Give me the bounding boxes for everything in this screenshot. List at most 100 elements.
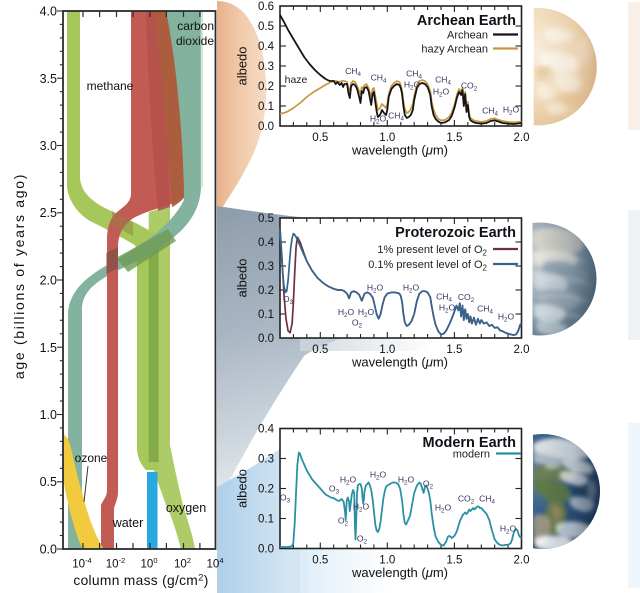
svg-text:CH4: CH4 [477,304,493,316]
svg-text:H2O: H2O [435,503,452,515]
svg-text:0.4: 0.4 [258,424,275,436]
svg-text:O2: O2 [357,534,368,546]
svg-text:H2O: H2O [404,80,421,92]
svg-text:H2O: H2O [398,475,415,487]
svg-text:2.5: 2.5 [40,206,57,220]
svg-text:H2O: H2O [340,475,357,487]
svg-text:CH4: CH4 [406,69,422,81]
svg-text:modern: modern [453,449,490,461]
svg-text:albedo: albedo [235,258,250,297]
svg-text:0.5: 0.5 [312,555,328,567]
svg-text:column mass (g/cm2): column mass (g/cm2) [73,573,208,589]
svg-text:0.5: 0.5 [258,213,274,225]
svg-text:Archean: Archean [447,30,488,42]
svg-text:0.1: 0.1 [258,101,274,113]
svg-text:CH4: CH4 [388,111,404,123]
svg-text:102: 102 [174,556,191,571]
svg-text:CO2: CO2 [458,292,475,304]
svg-text:O3: O3 [280,493,291,505]
svg-text:2.0: 2.0 [514,132,530,144]
svg-text:H2O: H2O [503,105,520,117]
svg-text:2.0: 2.0 [514,344,530,356]
svg-text:H2O: H2O [403,283,420,295]
svg-text:1.0: 1.0 [40,408,57,422]
svg-text:wavelength (μm): wavelength (μm) [351,143,448,158]
svg-text:hazy Archean: hazy Archean [421,44,488,56]
svg-text:H2O: H2O [358,307,375,319]
svg-text:3.5: 3.5 [40,72,57,86]
svg-text:CH4: CH4 [482,106,498,118]
svg-text:methane: methane [87,79,134,93]
svg-text:CH4: CH4 [479,494,495,506]
svg-text:O2: O2 [338,516,349,528]
svg-text:0.1: 0.1 [258,514,274,526]
svg-text:0.2: 0.2 [258,285,274,297]
svg-text:H2O: H2O [338,307,355,319]
svg-text:albedo: albedo [235,46,250,85]
svg-text:0.5: 0.5 [258,21,274,33]
svg-text:0.3: 0.3 [258,261,274,273]
svg-text:0.0: 0.0 [40,543,57,557]
svg-text:0.4: 0.4 [258,237,275,249]
svg-text:H2O: H2O [367,283,384,295]
svg-text:Modern Earth: Modern Earth [423,435,516,451]
svg-text:0.0: 0.0 [258,121,274,133]
svg-text:1.5: 1.5 [446,555,462,567]
svg-text:2.0: 2.0 [40,274,57,288]
svg-text:1.5: 1.5 [40,341,57,355]
svg-text:CO2: CO2 [458,494,475,506]
svg-text:0.1: 0.1 [258,309,274,321]
svg-text:0.5: 0.5 [312,344,328,356]
svg-text:H2O: H2O [500,524,517,536]
svg-text:H2O: H2O [353,502,370,514]
svg-text:0.2: 0.2 [258,81,274,93]
svg-text:4.0: 4.0 [40,5,57,19]
svg-text:1.5: 1.5 [446,132,462,144]
svg-text:0.4: 0.4 [258,41,275,53]
svg-text:Proterozoic Earth: Proterozoic Earth [395,225,516,241]
svg-text:0.5: 0.5 [312,132,328,144]
svg-text:O2: O2 [423,479,434,491]
svg-text:H2O: H2O [370,114,387,126]
svg-text:CO2: CO2 [461,81,478,93]
svg-text:H2O: H2O [439,303,456,315]
svg-text:age (billions of years ago): age (billions of years ago) [11,173,27,379]
svg-text:Archean Earth: Archean Earth [417,13,516,29]
svg-text:carbon: carbon [177,19,214,33]
svg-text:wavelength (μm): wavelength (μm) [351,355,448,370]
svg-text:0.5: 0.5 [40,475,57,489]
svg-text:oxygen: oxygen [166,501,206,515]
svg-text:ozone: ozone [75,451,108,465]
svg-text:0.0: 0.0 [258,544,274,556]
svg-text:O3: O3 [329,484,340,496]
svg-text:1.5: 1.5 [446,344,462,356]
svg-text:0.0: 0.0 [258,333,274,345]
svg-text:albedo: albedo [235,469,250,508]
svg-text:2.0: 2.0 [514,555,530,567]
svg-text:H2O: H2O [433,87,450,99]
svg-text:0.3: 0.3 [258,61,274,73]
svg-text:water: water [112,516,144,530]
svg-text:1% present level of O2: 1% present level of O2 [377,244,487,258]
svg-text:0.2: 0.2 [258,484,274,496]
svg-text:O2: O2 [352,318,363,330]
svg-text:CH4: CH4 [435,75,451,87]
svg-text:CH4: CH4 [436,292,452,304]
svg-text:wavelength (μm): wavelength (μm) [351,565,448,580]
svg-text:0.1% present level of O2: 0.1% present level of O2 [368,259,487,273]
svg-text:CH4: CH4 [345,66,361,78]
svg-text:0.6: 0.6 [258,1,274,13]
svg-text:1.0: 1.0 [379,132,395,144]
svg-text:dioxide: dioxide [176,34,214,48]
svg-text:104: 104 [207,556,224,571]
svg-text:1.0: 1.0 [379,344,395,356]
svg-text:H2O: H2O [370,470,387,482]
svg-text:100: 100 [141,556,158,571]
svg-text:H2O: H2O [498,312,515,324]
svg-text:O3: O3 [283,294,294,306]
svg-text:0.3: 0.3 [258,454,274,466]
svg-text:3.0: 3.0 [40,139,57,153]
svg-text:haze: haze [285,74,308,86]
svg-text:CH4: CH4 [371,73,387,85]
svg-text:1.0: 1.0 [379,555,395,567]
